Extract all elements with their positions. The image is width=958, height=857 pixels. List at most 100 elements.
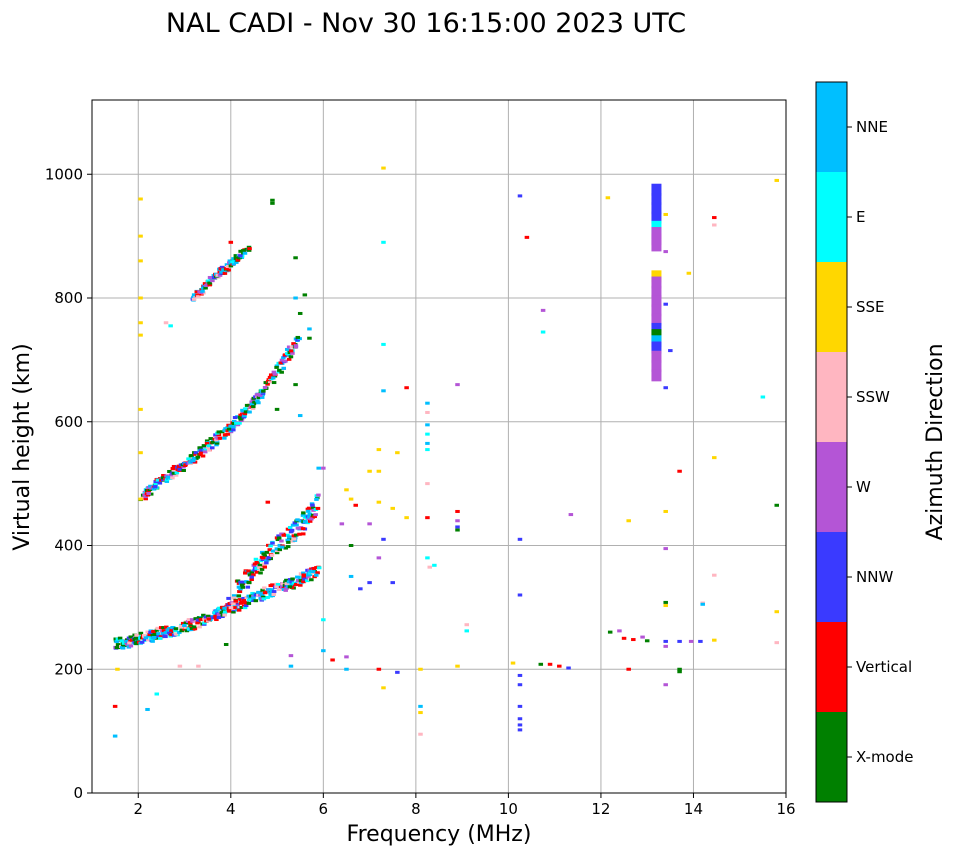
echo-point	[308, 571, 313, 575]
echo-point	[198, 618, 204, 622]
x-tick-label: 16	[776, 800, 795, 818]
echo-point	[268, 373, 274, 377]
echo-point	[271, 370, 277, 374]
echo-point	[133, 636, 139, 640]
echo-point	[300, 527, 306, 531]
echo-point	[688, 639, 694, 643]
echo-point	[677, 667, 682, 671]
echo-point	[626, 667, 631, 671]
echo-point	[651, 202, 662, 215]
echo-point	[195, 455, 201, 459]
x-tick-label: 4	[226, 800, 236, 818]
y-tick-label: 600	[54, 413, 83, 431]
echo-point	[253, 593, 259, 597]
echo-point	[173, 627, 179, 631]
colorbar-segment	[816, 172, 847, 262]
echo-point	[540, 308, 546, 312]
echo-point	[134, 633, 139, 637]
echo-point	[213, 433, 218, 437]
echo-point	[238, 416, 244, 420]
echo-point	[291, 537, 297, 541]
echo-point	[640, 635, 645, 639]
echo-point	[231, 422, 237, 426]
plot-background	[92, 100, 786, 793]
echo-point	[164, 479, 170, 483]
colorbar-frame	[815, 81, 848, 803]
echo-point	[203, 450, 208, 454]
echo-point	[284, 578, 289, 582]
echo-point	[222, 436, 227, 440]
echo-point	[287, 578, 293, 582]
echo-point	[168, 324, 173, 328]
echo-point	[219, 265, 225, 269]
echo-point	[306, 517, 312, 521]
echo-point	[163, 625, 169, 629]
colorbar-tick-label: NNE	[856, 118, 888, 136]
colorbar-segment	[816, 352, 847, 442]
echo-point	[246, 598, 252, 602]
echo-point	[663, 302, 668, 306]
echo-point	[270, 549, 276, 553]
echo-point	[203, 448, 209, 452]
echo-point	[278, 361, 284, 365]
echo-point	[236, 608, 242, 612]
echo-point	[173, 629, 178, 633]
echo-point	[189, 618, 195, 622]
echo-point	[183, 625, 189, 629]
echo-point	[295, 526, 301, 530]
echo-point	[293, 256, 298, 260]
echo-point	[261, 552, 266, 556]
echo-point	[297, 414, 303, 418]
echo-point	[165, 628, 170, 632]
echo-point	[315, 571, 320, 575]
echo-point	[288, 664, 294, 668]
echo-point	[277, 548, 283, 552]
echo-point	[321, 466, 326, 470]
echo-point	[138, 296, 143, 300]
echo-point	[314, 573, 319, 577]
echo-point	[153, 485, 158, 489]
echo-point	[143, 495, 149, 499]
echo-point	[311, 570, 316, 574]
echo-point	[302, 293, 308, 297]
echo-point	[626, 519, 631, 523]
echo-point	[145, 707, 150, 711]
echo-point	[367, 522, 372, 526]
x-axis: 2 4 6 8 10 12 14 16	[133, 793, 796, 818]
colorbar: X-mode Vertical NNW W SSW SSE E NNE	[815, 81, 913, 803]
echo-point	[243, 410, 249, 414]
echo-point	[253, 557, 259, 561]
echo-point	[242, 606, 248, 610]
echo-point	[270, 541, 275, 545]
echo-point	[651, 360, 662, 373]
echo-point	[161, 626, 166, 630]
echo-point	[247, 403, 252, 407]
colorbar-tick-label: E	[856, 208, 865, 226]
echo-point	[249, 569, 255, 573]
echo-point	[268, 592, 273, 596]
y-tick-label: 1000	[45, 165, 83, 183]
echo-point	[283, 580, 288, 584]
echo-point	[200, 289, 205, 293]
echo-point	[258, 571, 263, 575]
echo-point	[311, 566, 317, 570]
echo-point	[316, 566, 322, 570]
echo-point	[310, 506, 316, 510]
echo-point	[237, 598, 243, 602]
echo-point	[381, 537, 386, 541]
echo-point	[249, 400, 254, 404]
echo-point	[677, 469, 682, 473]
echo-point	[281, 533, 287, 537]
echo-point	[237, 589, 243, 593]
echo-point	[231, 428, 236, 432]
echo-marks	[112, 166, 779, 738]
echo-point	[300, 532, 306, 536]
echo-point	[631, 638, 636, 642]
echo-point	[276, 534, 281, 538]
echo-point	[138, 497, 143, 501]
echo-point	[269, 588, 275, 592]
echo-point	[284, 582, 290, 586]
plot-area	[91, 99, 787, 794]
echo-point	[251, 596, 256, 600]
echo-point	[257, 393, 263, 397]
